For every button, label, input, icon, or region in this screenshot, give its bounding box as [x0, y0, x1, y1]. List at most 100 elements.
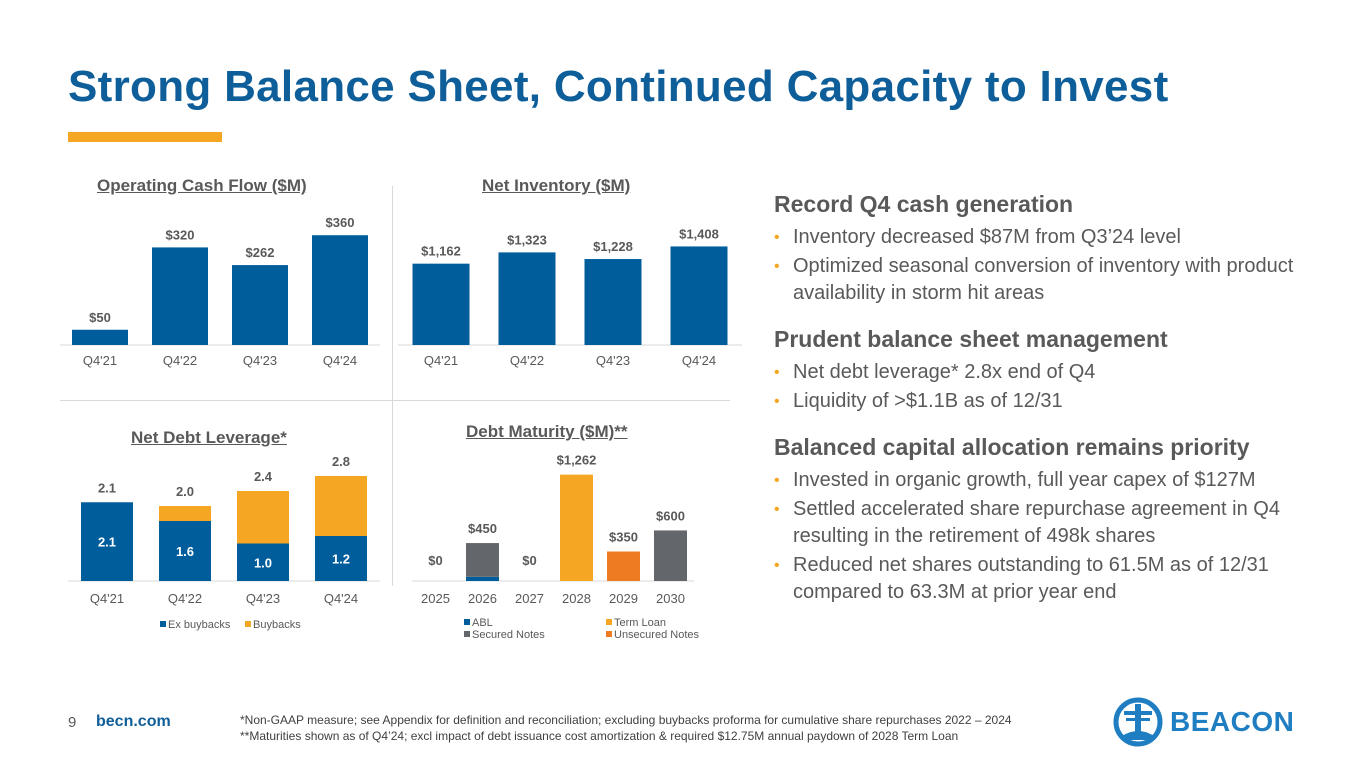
bullet-item: • Invested in organic growth, full year c… [774, 467, 1354, 494]
bullet-icon: • [774, 501, 780, 518]
bar-ex-buybacks [315, 536, 367, 581]
bar-buybacks [237, 491, 289, 544]
legend-label: Ex buybacks [168, 619, 231, 631]
chart-divider-vertical [392, 186, 393, 586]
beacon-logo-icon [1113, 697, 1163, 747]
segment-label: 1.6 [176, 544, 194, 559]
debt-maturity-chart: $0 2025 $450 2026 $0 2027 $1,262 2028 $350 2029 $6… [412, 453, 699, 641]
x-tick-label: Q4'24 [323, 353, 357, 368]
x-tick-label: Q4'22 [163, 353, 197, 368]
x-tick-label: Q4'24 [324, 591, 358, 606]
x-tick-label: 2030 [656, 591, 685, 606]
total-label: $1,262 [557, 453, 597, 468]
legend-swatch [606, 631, 612, 637]
bar [312, 235, 368, 345]
x-tick-label: 2029 [609, 591, 638, 606]
footnote-2: **Maturities shown as of Q4’24; excl imp… [240, 729, 959, 743]
bar [670, 246, 728, 345]
bar [152, 247, 208, 345]
bar-unsecured-notes [607, 551, 640, 581]
segment-label: 1.0 [254, 555, 272, 570]
bullet-icon: • [774, 472, 780, 489]
legend-swatch [245, 621, 251, 627]
data-label: $320 [166, 227, 195, 242]
page-title: Strong Balance Sheet, Continued Capacity… [68, 62, 1169, 111]
x-tick-label: Q4'21 [424, 353, 458, 368]
total-label: 2.1 [98, 480, 116, 495]
leverage-chart-title: Net Debt Leverage* [131, 428, 287, 447]
segment-label: 2.1 [98, 535, 116, 550]
logo-text: BEACON [1170, 706, 1295, 737]
total-label: $600 [656, 508, 685, 523]
bar [412, 263, 470, 345]
website-link[interactable]: becn.com [96, 713, 171, 730]
bullet-icon: • [774, 393, 780, 410]
bullet-icon: • [774, 229, 780, 246]
ocf-chart-title: Operating Cash Flow ($M) [97, 176, 307, 195]
bar-ex-buybacks [159, 521, 211, 581]
total-label: $0 [428, 553, 442, 568]
bullet-item: • Settled accelerated share repurchase ag… [774, 498, 1280, 547]
legend-swatch [160, 621, 166, 627]
data-label: $1,408 [679, 226, 719, 241]
legend-label: Term Loan [614, 617, 666, 629]
net-inventory-chart: $1,162 Q4'21 $1,323 Q4'22 $1,228 Q4'23 $1,408 Q… [398, 226, 742, 368]
data-label: $1,162 [421, 244, 461, 259]
legend-swatch [606, 619, 612, 625]
section-balance-sheet: Prudent balance sheet management • Net de… [774, 325, 1354, 415]
x-tick-label: Q4'21 [83, 353, 117, 368]
legend-swatch [464, 619, 470, 625]
total-label: 2.8 [332, 454, 350, 469]
x-tick-label: 2028 [562, 591, 591, 606]
x-tick-label: 2025 [421, 591, 450, 606]
bar-term-loan [560, 474, 593, 581]
bullet-item: • Inventory decreased $87M from Q3’24 lev… [774, 224, 1354, 251]
legend-swatch [464, 631, 470, 637]
inventory-chart-title: Net Inventory ($M) [482, 176, 631, 195]
x-tick-label: Q4'21 [90, 591, 124, 606]
bullet-item: • Optimized seasonal conversion of invent… [774, 255, 1294, 304]
bullet-item: • Liquidity of >$1.1B as of 12/31 [774, 388, 1354, 415]
total-label: $350 [609, 530, 638, 545]
bullet-icon: • [774, 364, 780, 381]
bar [498, 252, 556, 345]
bar-ex-buybacks [81, 502, 133, 581]
data-label: $50 [89, 310, 111, 325]
title-accent-bar [68, 132, 222, 142]
bar [232, 265, 288, 345]
bar-abl [466, 576, 499, 581]
x-tick-label: Q4'23 [246, 591, 280, 606]
bullet-item: • Reduced net shares outstanding to 61.5M… [774, 554, 1269, 603]
bullet-icon: • [774, 557, 780, 574]
footnote-1: *Non-GAAP measure; see Appendix for defi… [240, 713, 1012, 727]
x-tick-label: Q4'22 [510, 353, 544, 368]
x-tick-label: Q4'23 [243, 353, 277, 368]
data-label: $1,323 [507, 232, 547, 247]
total-label: $0 [522, 553, 536, 568]
page-number: 9 [68, 714, 77, 731]
bullet-icon: • [774, 258, 780, 275]
bar-buybacks [159, 506, 211, 521]
section-capital-allocation: Balanced capital allocation remains prio… [774, 433, 1354, 606]
legend-label: Buybacks [253, 619, 301, 631]
data-label: $360 [326, 215, 355, 230]
net-debt-leverage-chart: 2.1 2.1 Q4'21 1.6 2.0 Q4'22 1.0 2.4 Q4'23 1.2 2.8 Q… [68, 454, 380, 631]
legend-label: ABL [472, 617, 493, 629]
bar [584, 259, 642, 345]
segment-label: 1.2 [332, 552, 350, 567]
section-heading: Balanced capital allocation remains prio… [774, 434, 1250, 460]
legend-label: Unsecured Notes [614, 629, 699, 641]
x-tick-label: 2026 [468, 591, 497, 606]
bar-secured-notes [654, 530, 687, 581]
x-tick-label: 2027 [515, 591, 544, 606]
total-label: 2.4 [254, 469, 273, 484]
legend-label: Secured Notes [472, 629, 545, 641]
section-heading: Prudent balance sheet management [774, 326, 1168, 352]
total-label: 2.0 [176, 484, 194, 499]
bar-secured-notes [466, 543, 499, 577]
x-tick-label: Q4'22 [168, 591, 202, 606]
key-points: Record Q4 cash generation • Inventory dec… [774, 190, 1354, 624]
x-tick-label: Q4'24 [682, 353, 716, 368]
bar [72, 329, 128, 345]
total-label: $450 [468, 521, 497, 536]
